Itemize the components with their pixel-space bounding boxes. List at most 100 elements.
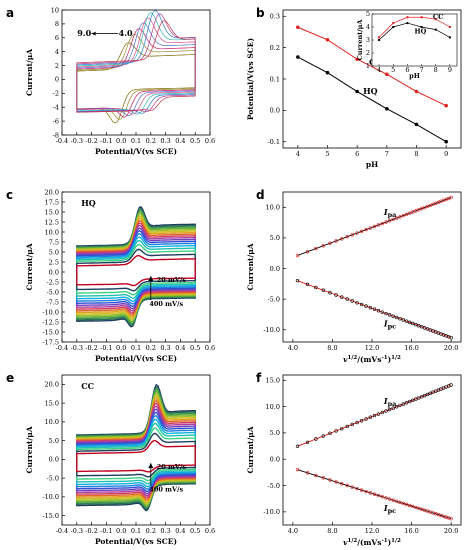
y-tick-label: 0.0 bbox=[270, 456, 280, 464]
x-tick-label: -0.3 bbox=[71, 527, 84, 535]
x-axis-label: Potential/V(vs SCE) bbox=[95, 537, 177, 546]
x-tick-label: 12.0 bbox=[365, 527, 379, 535]
data-point-pc bbox=[401, 318, 406, 322]
cv-scan-curve bbox=[76, 422, 196, 485]
cv-scan-curve bbox=[76, 219, 196, 316]
data-point-pa bbox=[398, 403, 402, 408]
series-label-HQ: HQ bbox=[363, 86, 378, 96]
x-tick-label: -0.4 bbox=[56, 137, 69, 145]
data-point-CC bbox=[325, 37, 330, 42]
inset-x-tick-label: 5 bbox=[391, 66, 395, 74]
y-tick-label: -0.1 bbox=[267, 138, 280, 146]
data-point-pa bbox=[401, 213, 406, 218]
y-tick-label: -5.0 bbox=[46, 474, 59, 482]
data-point-pa bbox=[401, 402, 406, 406]
inset-x-tick-label: 4 bbox=[377, 66, 381, 74]
x-tick-label: 0.5 bbox=[190, 137, 200, 145]
x-tick-label: 0.0 bbox=[116, 344, 126, 352]
inset-label-CC: CC bbox=[433, 13, 443, 21]
data-point-pc bbox=[401, 501, 406, 506]
x-tick-label: 8 bbox=[414, 150, 418, 158]
data-point-pa bbox=[334, 239, 338, 243]
fit-line-pa bbox=[297, 384, 452, 447]
x-tick-label: 0.5 bbox=[190, 527, 200, 535]
y-tick-label: 8 bbox=[55, 20, 59, 28]
x-tick-label: 16.0 bbox=[404, 527, 418, 535]
x-tick-label: 0.5 bbox=[190, 344, 200, 352]
x-tick-label: 12.0 bbox=[365, 344, 379, 352]
data-point-pa bbox=[340, 426, 344, 431]
series-label-pa: Ipa bbox=[383, 207, 397, 219]
data-point-pc bbox=[305, 282, 310, 287]
data-point-pc bbox=[417, 506, 421, 511]
cv-scan-curve bbox=[76, 254, 196, 287]
inset-point-CC bbox=[406, 16, 409, 19]
y-tick-label: 10.0 bbox=[45, 228, 59, 236]
series-label-sub: pc bbox=[388, 323, 397, 331]
cv-scan-curve bbox=[76, 418, 196, 488]
data-point-pa bbox=[384, 409, 388, 413]
data-point-pc bbox=[334, 293, 338, 297]
data-point-pa bbox=[355, 420, 359, 425]
y-tick-label: -10.0 bbox=[42, 493, 59, 501]
cv-scan-curve bbox=[76, 415, 196, 490]
cv-curve bbox=[76, 13, 196, 113]
cv-scan-curve bbox=[76, 213, 196, 321]
y-tick-label: 4 bbox=[55, 48, 59, 56]
panel-f: 4.0 8.0 12.0 16.0 20.0 -10.0 -5.0 0.0 5.0 10.0 15.… bbox=[246, 371, 462, 547]
panel-e: -0.4 -0.3 -0.2 -0.1 0.0 0.1 0.2 0.3 0.4 0.5 0.6-15… bbox=[6, 371, 215, 546]
x-axis-label: pH bbox=[366, 160, 378, 169]
x-tick-label: 0.1 bbox=[131, 527, 141, 535]
data-point-pc bbox=[407, 503, 412, 508]
data-point-HQ bbox=[325, 70, 330, 75]
data-point-pa bbox=[394, 405, 399, 409]
data-point-pa bbox=[428, 391, 432, 396]
y-tick-label: 2.5 bbox=[49, 258, 59, 266]
y-tick-label: 0.0 bbox=[49, 456, 59, 464]
x-tick-label: 9 bbox=[444, 150, 448, 158]
y-tick-label: 0.2 bbox=[270, 44, 280, 52]
data-point-pa bbox=[414, 209, 418, 213]
data-point-CC bbox=[444, 103, 448, 108]
data-point-pc bbox=[345, 483, 349, 488]
data-point-pc bbox=[359, 488, 364, 492]
series-label-main: I bbox=[383, 207, 388, 217]
y-tick-label: 5.0 bbox=[49, 248, 59, 256]
data-point-pc bbox=[384, 311, 388, 316]
x-tick-label: 0.3 bbox=[160, 344, 170, 352]
data-point-pc bbox=[420, 507, 424, 512]
scan-rate-low: 20 mV/s bbox=[157, 276, 187, 284]
x-axis-label-part: /(mVs bbox=[357, 355, 381, 364]
inset-point-CC bbox=[434, 18, 437, 21]
data-point-pc bbox=[425, 327, 430, 331]
y-tick-label: -8 bbox=[53, 131, 59, 139]
data-point-pc bbox=[328, 291, 332, 295]
data-point-pa bbox=[422, 205, 427, 210]
data-point-pa bbox=[420, 395, 424, 399]
data-point-pc bbox=[411, 504, 415, 509]
data-point-pa bbox=[321, 434, 325, 438]
inset-point-HQ bbox=[434, 28, 437, 31]
data-point-pa bbox=[314, 246, 318, 251]
series-label-pc: Ipc bbox=[383, 503, 396, 515]
x-tick-label: -0.2 bbox=[85, 137, 98, 145]
y-tick-label: 10.0 bbox=[45, 418, 59, 426]
series-label-pa: Ipa bbox=[383, 396, 397, 408]
x-axis-label: v1/2/(mVs-1)1/2 bbox=[343, 355, 401, 364]
data-point-pa bbox=[295, 444, 300, 449]
x-axis-label: v1/2/(mVs-1)1/2 bbox=[343, 538, 401, 547]
y-tick-label: -12.5 bbox=[42, 318, 59, 326]
y-tick-label: -10.0 bbox=[263, 508, 280, 516]
x-tick-label: 5 bbox=[325, 150, 329, 158]
x-tick-label: 0.2 bbox=[146, 527, 156, 535]
data-point-pa bbox=[364, 227, 368, 232]
data-point-pc bbox=[376, 309, 381, 313]
x-tick-label: 0.6 bbox=[205, 344, 215, 352]
data-point-pa bbox=[372, 413, 377, 418]
cv-scan-curve bbox=[76, 217, 196, 318]
panel-b: 4 5 6 7 8 9 -0.1 0.0 0.1 0.2 0.3 pH Potential/V(vs S… bbox=[246, 6, 462, 169]
cv-scan-curve bbox=[76, 408, 196, 495]
inset-x-tick-label: 6 bbox=[405, 66, 409, 74]
series-label-main: I bbox=[383, 503, 388, 513]
data-point-CC bbox=[385, 72, 389, 77]
